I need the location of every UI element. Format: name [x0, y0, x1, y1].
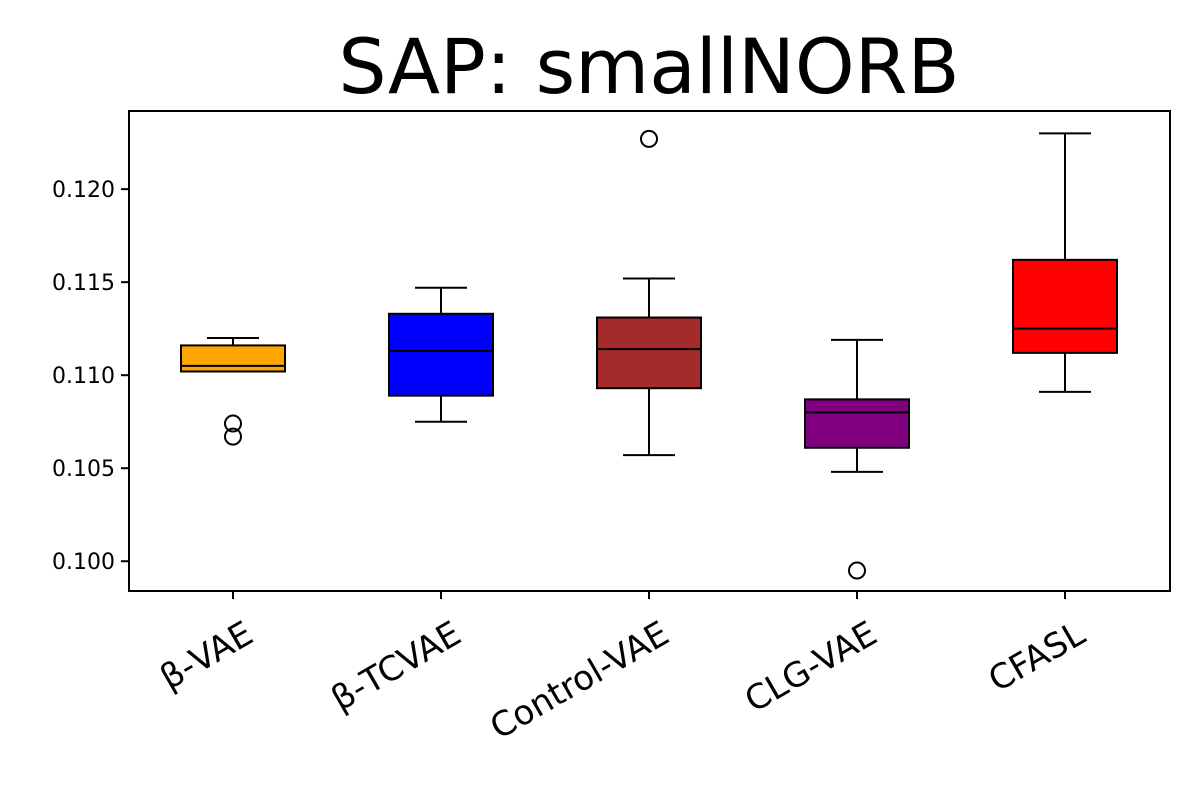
box: [596, 316, 702, 390]
box-group: [1012, 132, 1118, 393]
y-tick-label: 0.120: [52, 178, 115, 203]
y-axis: 0.100 0.105 0.110 0.115 0.120: [52, 178, 129, 575]
box: [804, 398, 910, 449]
box: [1012, 258, 1118, 354]
outlier-point: [640, 129, 658, 148]
box: [388, 312, 494, 397]
box: [180, 344, 286, 373]
box-group: [180, 336, 286, 446]
box-group: [804, 338, 910, 580]
x-tick-label: CFASL: [982, 614, 1092, 701]
plot-marks: [180, 129, 1118, 580]
y-tick-label: 0.115: [52, 271, 115, 296]
outlier-point: [224, 414, 242, 433]
x-axis: β-VAE β-TCVAE Control-VAE CLG-VAE CFASL: [153, 591, 1092, 748]
outlier-point: [848, 561, 866, 580]
box-group: [596, 129, 702, 457]
y-tick-label: 0.110: [52, 364, 115, 389]
y-tick-label: 0.100: [52, 550, 115, 575]
x-tick-label: β-VAE: [153, 614, 259, 699]
x-tick-label: Control-VAE: [484, 614, 676, 748]
outlier-point: [224, 427, 242, 446]
y-tick-label: 0.105: [52, 457, 115, 482]
x-tick-label: β-TCVAE: [325, 614, 468, 720]
chart-title: SAP: smallNORB: [338, 22, 959, 111]
x-tick-label: CLG-VAE: [738, 614, 884, 721]
box-group: [388, 286, 494, 423]
